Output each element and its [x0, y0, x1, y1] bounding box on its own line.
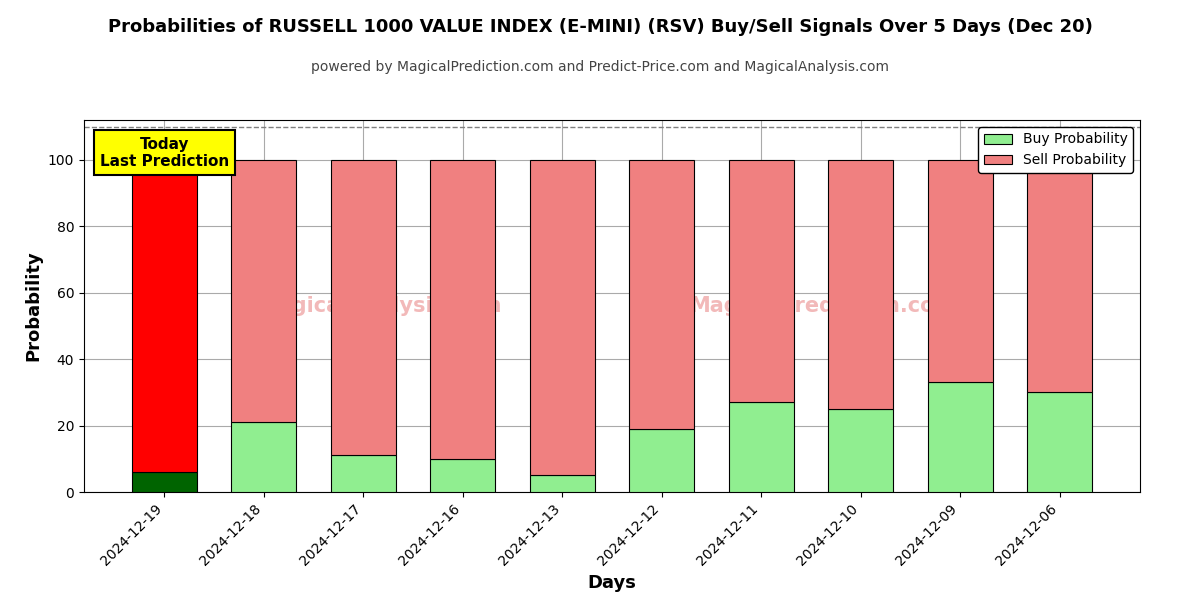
Bar [530, 475, 594, 492]
Bar [431, 160, 496, 459]
Legend: Buy Probability, Sell Probability: Buy Probability, Sell Probability [978, 127, 1133, 173]
Bar [728, 160, 793, 403]
X-axis label: Days: Days [588, 574, 636, 592]
Bar [828, 160, 893, 409]
Bar [530, 160, 594, 475]
Text: powered by MagicalPrediction.com and Predict-Price.com and MagicalAnalysis.com: powered by MagicalPrediction.com and Pre… [311, 60, 889, 74]
Bar [232, 422, 296, 492]
Bar [1027, 392, 1092, 492]
Bar [331, 160, 396, 455]
Bar [630, 160, 694, 429]
Bar [1027, 160, 1092, 392]
Bar [928, 160, 992, 382]
Text: MagicalPrediction.com: MagicalPrediction.com [690, 296, 956, 316]
Bar [331, 455, 396, 492]
Text: MagicalAnalysis.com: MagicalAnalysis.com [258, 296, 502, 316]
Bar [132, 472, 197, 492]
Bar [232, 160, 296, 422]
Bar [728, 403, 793, 492]
Text: Probabilities of RUSSELL 1000 VALUE INDEX (E-MINI) (RSV) Buy/Sell Signals Over 5: Probabilities of RUSSELL 1000 VALUE INDE… [108, 18, 1092, 36]
Bar [828, 409, 893, 492]
Bar [928, 382, 992, 492]
Y-axis label: Probability: Probability [24, 251, 42, 361]
Text: Today
Last Prediction: Today Last Prediction [100, 137, 229, 169]
Bar [132, 160, 197, 472]
Bar [630, 429, 694, 492]
Bar [431, 459, 496, 492]
